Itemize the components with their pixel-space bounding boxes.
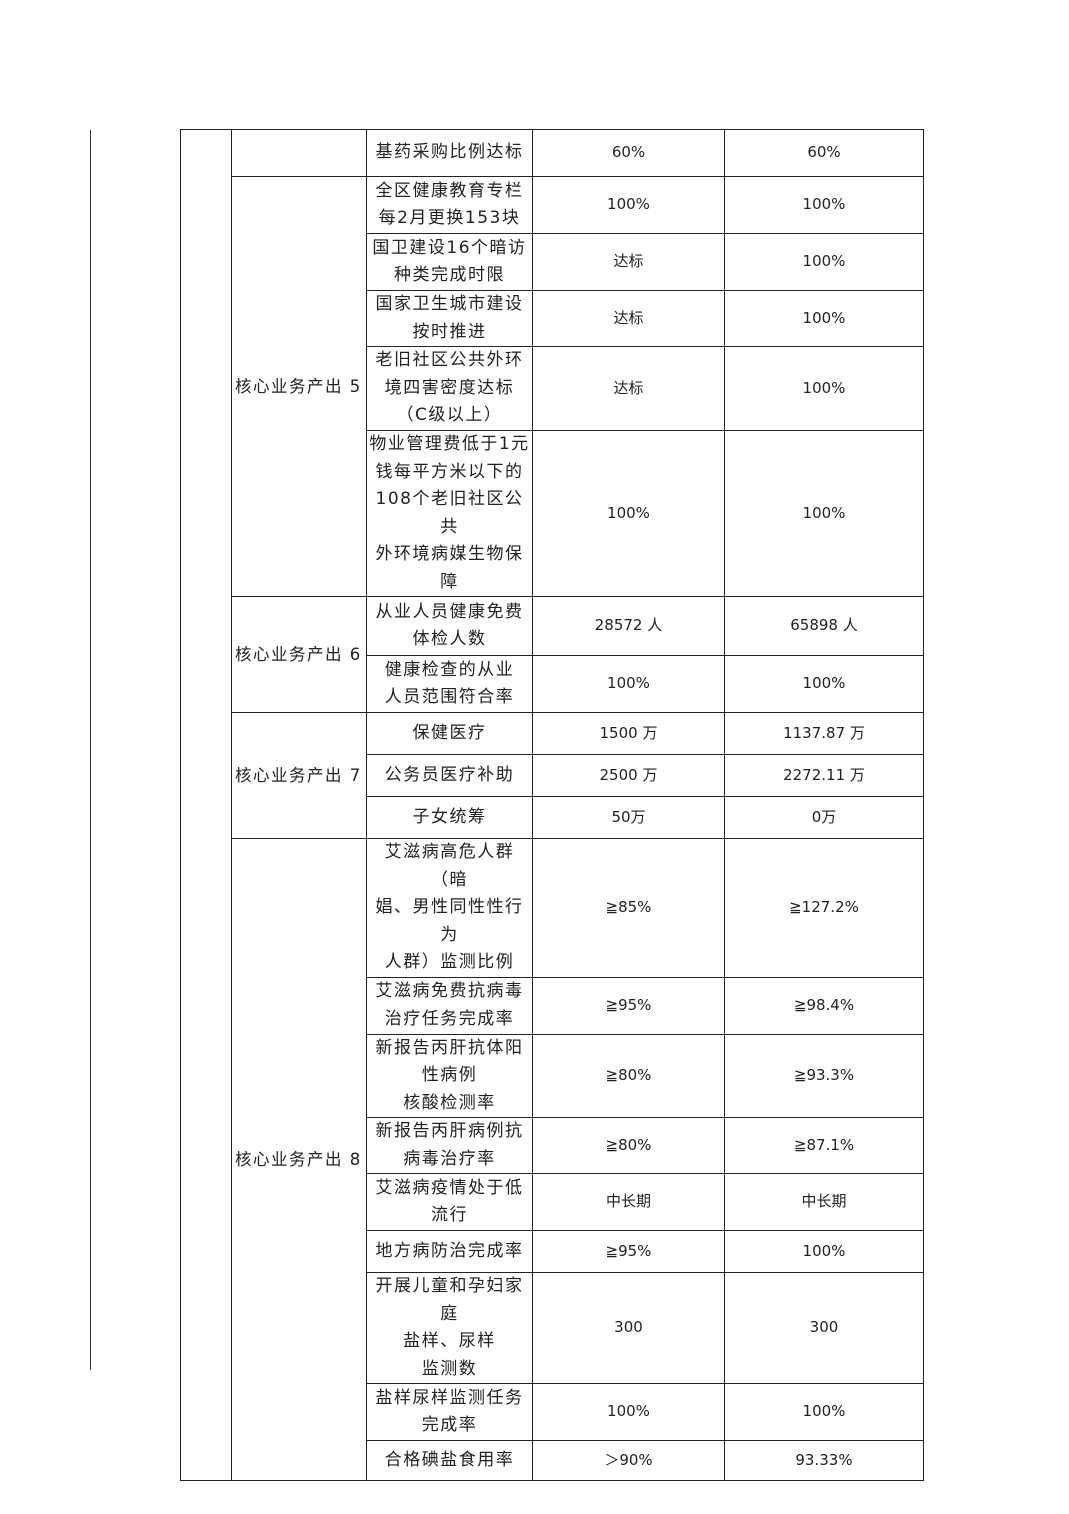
indicator-cell: 子女统筹 [366,796,533,839]
target-cell: ≧95% [532,976,725,1035]
table-row: 老旧社区公共外环 境四害密度达标 （C级以上） 达标 100% [181,346,924,431]
actual-cell: 100% [724,430,924,597]
target-cell: 28572 人 [532,596,725,656]
indicator-cell: 国家卫生城市建设 按时推进 [366,290,533,347]
actual-cell: 0万 [724,796,924,839]
target-cell: 100% [532,430,725,597]
actual-cell: 100% [724,655,924,713]
indicator-cell: 地方病防治完成率 [366,1230,533,1273]
indicator-cell: 老旧社区公共外环 境四害密度达标 （C级以上） [366,346,533,431]
actual-cell: ≧98.4% [724,976,924,1035]
margin-line [90,130,91,1370]
target-cell: 中长期 [532,1173,725,1231]
indicator-cell: 合格碘盐食用率 [366,1440,533,1481]
table-row: 核心业务产出 5 全区健康教育专栏 每2月更换153块 100% 100% [181,176,924,597]
group-label: 核心业务产出 7 [231,712,367,839]
target-cell: ≧85% [532,838,725,978]
table-row: 新报告丙肝病例抗 病毒治疗率 ≧80% ≧87.1% [181,1117,924,1174]
group-label [231,129,367,177]
target-cell: 2500 万 [532,754,725,797]
indicator-cell: 从业人员健康免费 体检人数 [366,596,533,656]
target-cell: 1500 万 [532,712,725,755]
actual-cell: 60% [724,129,924,177]
actual-cell: 65898 人 [724,596,924,656]
target-cell: 300 [532,1272,725,1384]
table-row: 开展儿童和孕妇家庭 盐样、尿样 监测数 300 300 [181,1272,924,1384]
indicator-cell: 公务员医疗补助 [366,754,533,797]
indicator-cell: 开展儿童和孕妇家庭 盐样、尿样 监测数 [366,1272,533,1384]
target-cell: 达标 [532,233,725,291]
performance-table: 基药采购比例达标 60% 60% 核心业务产出 5 全区健康教育专栏 每2月更换153块… [180,129,924,1481]
table-row: 合格碘盐食用率 ＞90% 93.33% [181,1440,924,1481]
group-label: 核心业务产出 6 [231,596,367,713]
target-cell: ≧95% [532,1230,725,1273]
actual-cell: 100% [724,233,924,291]
table-row: 新报告丙肝抗体阳 性病例 核酸检测率 ≧80% ≧93.3% [181,1033,924,1118]
table-row: 核心业务产出 8 艾滋病高危人群（暗 娼、男性同性性行为 人群）监测比例 ≧85% ≧… [181,838,924,1481]
indicator-cell: 艾滋病高危人群（暗 娼、男性同性性行为 人群）监测比例 [366,838,533,978]
target-cell: 达标 [532,346,725,431]
actual-cell: 100% [724,176,924,234]
indicator-cell: 新报告丙肝病例抗 病毒治疗率 [366,1117,533,1174]
actual-cell: 100% [724,346,924,431]
table-row: 艾滋病疫情处于低 流行 中长期 中长期 [181,1173,924,1231]
indicator-cell: 物业管理费低于1元 钱每平方米以下的 108个老旧社区公共 外环境病媒生物保 障 [366,430,533,597]
target-cell: 50万 [532,796,725,839]
target-cell: 100% [532,1383,725,1441]
table-row: 地方病防治完成率 ≧95% 100% [181,1230,924,1273]
actual-cell: 1137.87 万 [724,712,924,755]
group-label: 核心业务产出 5 [231,176,367,597]
indicator-cell: 盐样尿样监测任务 完成率 [366,1383,533,1441]
target-cell: 100% [532,655,725,713]
table-row: 国卫建设16个暗访 种类完成时限 达标 100% [181,233,924,291]
table-row: 公务员医疗补助 2500 万 2272.11 万 [181,754,924,797]
actual-cell: 中长期 [724,1173,924,1231]
indicator-cell: 健康检查的从业 人员范围符合率 [366,655,533,713]
actual-cell: 300 [724,1272,924,1384]
actual-cell: 100% [724,1383,924,1441]
actual-cell: ≧127.2% [724,838,924,978]
actual-cell: ≧93.3% [724,1033,924,1118]
indicator-cell: 全区健康教育专栏 每2月更换153块 [366,176,533,234]
target-cell: 100% [532,176,725,234]
table-row: 艾滋病免费抗病毒 治疗任务完成率 ≧95% ≧98.4% [181,976,924,1035]
actual-cell: 100% [724,1230,924,1273]
category-cell [180,129,232,1481]
table-row: 盐样尿样监测任务 完成率 100% 100% [181,1383,924,1441]
group-label: 核心业务产出 8 [231,838,367,1481]
actual-cell: 93.33% [724,1440,924,1481]
indicator-cell: 艾滋病免费抗病毒 治疗任务完成率 [366,976,533,1035]
target-cell: ≧80% [532,1033,725,1118]
table-row: 子女统筹 50万 0万 [181,796,924,839]
indicator-cell: 艾滋病疫情处于低 流行 [366,1173,533,1231]
table-row: 国家卫生城市建设 按时推进 达标 100% [181,290,924,347]
table-row: 核心业务产出 6 从业人员健康免费 体检人数 28572 人 65898 人 [181,596,924,713]
indicator-cell: 保健医疗 [366,712,533,755]
table-row: 健康检查的从业 人员范围符合率 100% 100% [181,655,924,713]
indicator-cell: 基药采购比例达标 [366,129,533,177]
target-cell: 60% [532,129,725,177]
table-row: 物业管理费低于1元 钱每平方米以下的 108个老旧社区公共 外环境病媒生物保 障… [181,430,924,597]
table-row: 基药采购比例达标 60% 60% [180,129,924,1481]
target-cell: ≧80% [532,1117,725,1174]
indicator-cell: 新报告丙肝抗体阳 性病例 核酸检测率 [366,1033,533,1118]
target-cell: ＞90% [532,1440,725,1481]
target-cell: 达标 [532,290,725,347]
indicator-cell: 国卫建设16个暗访 种类完成时限 [366,233,533,291]
actual-cell: ≧87.1% [724,1117,924,1174]
actual-cell: 100% [724,290,924,347]
table-row: 核心业务产出 7 保健医疗 1500 万 1137.87 万 [181,712,924,839]
actual-cell: 2272.11 万 [724,754,924,797]
